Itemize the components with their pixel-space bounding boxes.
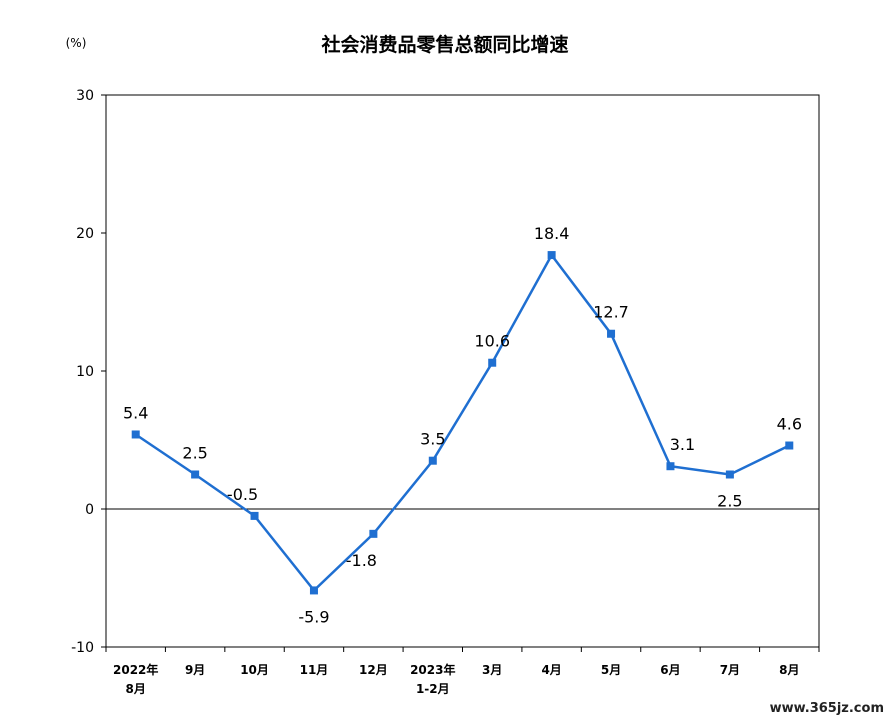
series-line (135, 252, 790, 593)
x-tick-label: 8月 (779, 663, 799, 677)
x-axis-ticks: 2022年 8月 9月 10月 11月 12月 2023年 1-2月 3月 4月 5月 6月 7月 8月 (105, 647, 820, 696)
watermark: www.365jz.com (770, 701, 884, 716)
series-markers (131, 251, 794, 595)
y-tick-label: 30 (76, 88, 94, 104)
y-axis-ticks: 30 20 10 0 -10 (71, 88, 106, 656)
y-tick-label: -10 (71, 640, 94, 656)
x-tick-label: 4月 (541, 663, 561, 677)
data-point-marker (309, 586, 318, 595)
data-label: 10.6 (474, 332, 510, 351)
x-tick-label: 7月 (720, 663, 740, 677)
data-point-marker (369, 529, 378, 538)
data-label: 3.5 (420, 430, 445, 449)
x-tick-label: 11月 (300, 663, 329, 677)
x-tick-label: 12月 (359, 663, 388, 677)
x-tick-label: 2022年 (113, 662, 158, 677)
x-tick-label-line2: 1-2月 (416, 682, 450, 696)
x-tick-label: 2023年 (410, 662, 455, 677)
data-point-marker (191, 470, 200, 479)
unit-label: (%) (66, 36, 87, 50)
data-point-marker (666, 462, 675, 471)
x-tick-label: 10月 (240, 663, 269, 677)
data-label: -5.9 (298, 607, 329, 626)
x-tick-label: 6月 (660, 663, 680, 677)
plot-frame (105, 94, 820, 648)
data-point-marker (488, 358, 497, 367)
data-label: 4.6 (777, 415, 802, 434)
chart-title: 社会消费品零售总额同比增速 (320, 33, 568, 56)
y-tick-label: 0 (85, 502, 94, 518)
data-label: 18.4 (534, 224, 570, 243)
data-label: 5.4 (123, 403, 148, 422)
data-label: -1.8 (346, 551, 377, 570)
x-tick-label-line2: 8月 (126, 682, 146, 696)
data-point-marker (725, 470, 734, 479)
data-point-marker (428, 456, 437, 465)
y-tick-label: 20 (76, 226, 94, 242)
data-point-marker (785, 441, 794, 450)
data-point-marker (131, 430, 140, 439)
data-label: -0.5 (227, 485, 258, 504)
data-label: 3.1 (670, 435, 695, 454)
x-tick-label: 9月 (185, 663, 205, 677)
data-label: 2.5 (717, 492, 742, 511)
data-point-marker (607, 329, 616, 338)
data-label: 12.7 (593, 303, 629, 322)
data-point-marker (547, 251, 556, 260)
data-point-marker (250, 511, 259, 520)
x-tick-label: 5月 (601, 663, 621, 677)
data-label: 2.5 (182, 444, 207, 463)
y-tick-label: 10 (76, 364, 94, 380)
data-labels: 5.4 2.5 -0.5 -5.9 -1.8 3.5 10.6 18.4 12.7 3.1 2.5 4… (123, 224, 802, 626)
x-tick-label: 3月 (482, 663, 502, 677)
